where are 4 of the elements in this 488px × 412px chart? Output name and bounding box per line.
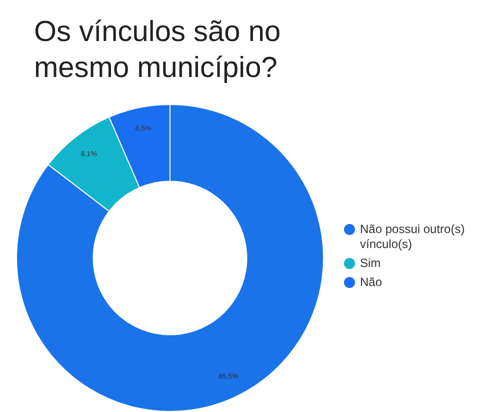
legend-label: Não xyxy=(360,275,382,290)
legend-label: Não possui outro(s) vínculo(s) xyxy=(360,222,466,252)
chart-title: Os vínculos são no mesmo município? xyxy=(34,15,282,86)
legend-label: Sim xyxy=(360,256,381,271)
